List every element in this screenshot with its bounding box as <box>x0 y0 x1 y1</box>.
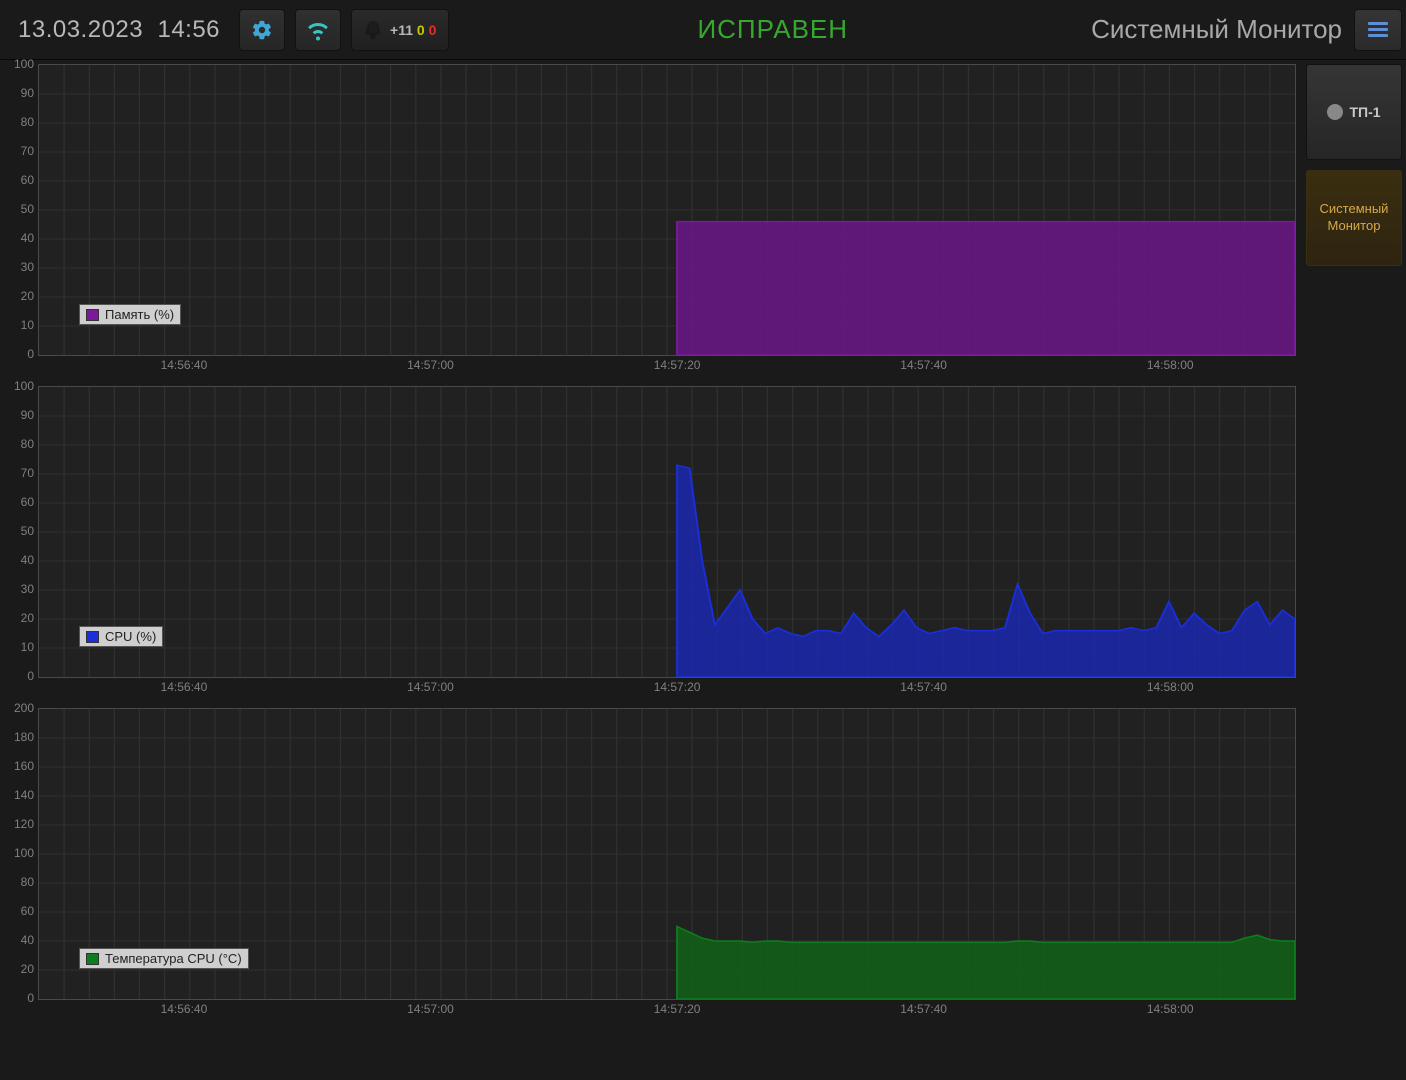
menu-button[interactable] <box>1354 9 1402 51</box>
chart-temp: 200180160140120100806040200 Температура C… <box>6 708 1296 1026</box>
datetime: 13.03.2023 14:56 <box>4 16 234 44</box>
x-axis: 14:56:4014:57:0014:57:2014:57:4014:58:00 <box>38 358 1296 376</box>
network-button[interactable] <box>295 9 341 51</box>
legend-swatch <box>86 953 99 965</box>
x-axis: 14:56:4014:57:0014:57:2014:57:4014:58:00 <box>38 680 1296 698</box>
chart-plot[interactable]: Температура CPU (°C) <box>38 708 1296 1000</box>
status-dot <box>1327 104 1343 120</box>
wifi-icon <box>306 18 330 42</box>
status-text: ИСПРАВЕН <box>454 14 1091 45</box>
sidebar-item-Системный-Монитор[interactable]: Системный Монитор <box>1306 170 1402 266</box>
chart-plot[interactable]: CPU (%) <box>38 386 1296 678</box>
charts-column: 1009080706050403020100 Память (%) 14:56:40… <box>0 60 1302 1034</box>
notif-yellow: 0 <box>417 22 425 38</box>
y-axis: 200180160140120100806040200 <box>6 708 36 1000</box>
legend-label: Температура CPU (°C) <box>105 951 242 966</box>
notif-counts: +11 0 0 <box>390 22 436 38</box>
sidebar-item-label: Системный Монитор <box>1307 201 1401 235</box>
legend-label: Память (%) <box>105 307 174 322</box>
date-text: 13.03.2023 <box>18 16 143 43</box>
chart-cpu: 1009080706050403020100 CPU (%) 14:56:4014:… <box>6 386 1296 704</box>
menu-icon <box>1368 19 1388 40</box>
time-text: 14:56 <box>157 16 220 43</box>
sidebar-item-label: ТП-1 <box>1349 104 1380 120</box>
x-axis: 14:56:4014:57:0014:57:2014:57:4014:58:00 <box>38 1002 1296 1020</box>
y-axis: 1009080706050403020100 <box>6 64 36 356</box>
y-axis: 1009080706050403020100 <box>6 386 36 678</box>
legend-cpu[interactable]: CPU (%) <box>79 626 163 647</box>
legend-swatch <box>86 631 99 643</box>
sidebar-item-ТП-1[interactable]: ТП-1 <box>1306 64 1402 160</box>
app-title: Системный Монитор <box>1091 14 1354 45</box>
sidebar: ТП-1 Системный Монитор <box>1302 60 1406 1034</box>
notif-red: 0 <box>429 22 437 38</box>
header-bar: 13.03.2023 14:56 +11 0 0 ИСПРАВЕН Систем… <box>0 0 1406 60</box>
gear-icon <box>251 19 273 41</box>
legend-temp[interactable]: Температура CPU (°C) <box>79 948 249 969</box>
notif-plus: +11 <box>390 22 413 38</box>
bell-icon <box>364 21 382 39</box>
notifications-button[interactable]: +11 0 0 <box>351 9 449 51</box>
legend-swatch <box>86 309 99 321</box>
legend-memory[interactable]: Память (%) <box>79 304 181 325</box>
chart-memory: 1009080706050403020100 Память (%) 14:56:40… <box>6 64 1296 382</box>
chart-plot[interactable]: Память (%) <box>38 64 1296 356</box>
settings-button[interactable] <box>239 9 285 51</box>
legend-label: CPU (%) <box>105 629 156 644</box>
